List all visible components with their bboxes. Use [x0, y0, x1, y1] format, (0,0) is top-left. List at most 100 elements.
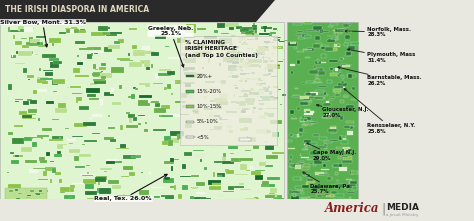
Bar [277, 47, 278, 48]
Bar [202, 67, 204, 69]
Bar [35, 53, 38, 55]
Bar [300, 178, 301, 180]
Bar [250, 88, 254, 91]
Bar [167, 71, 175, 75]
Bar [219, 202, 228, 208]
Bar [13, 35, 15, 38]
Bar [270, 120, 282, 124]
Bar [193, 211, 202, 214]
Bar [117, 195, 131, 198]
Bar [304, 131, 306, 132]
Bar [214, 126, 222, 129]
Bar [49, 38, 61, 43]
Text: Delaware, Pa.
25.7%: Delaware, Pa. 25.7% [303, 172, 352, 194]
Bar [301, 117, 310, 120]
Text: a Jesuit Ministry: a Jesuit Ministry [386, 213, 419, 217]
Bar [255, 170, 264, 171]
Bar [86, 165, 91, 166]
Bar [171, 166, 173, 171]
Bar [79, 106, 89, 110]
Bar [292, 118, 297, 119]
Bar [20, 147, 32, 152]
Bar [213, 120, 215, 121]
Bar [320, 160, 328, 161]
Bar [307, 181, 315, 183]
Bar [270, 96, 274, 98]
Bar [245, 30, 257, 35]
Bar [239, 158, 253, 161]
Bar [153, 129, 166, 131]
Bar [249, 31, 253, 33]
Bar [326, 101, 329, 103]
Bar [223, 45, 228, 46]
Bar [264, 88, 269, 90]
Bar [191, 187, 198, 188]
Text: Plymouth, Mass
31.4%: Plymouth, Mass 31.4% [347, 49, 416, 63]
Bar [223, 57, 236, 62]
Bar [139, 190, 149, 194]
Bar [273, 28, 277, 30]
Bar [346, 186, 348, 188]
Bar [337, 199, 341, 202]
Bar [106, 32, 117, 36]
Bar [216, 101, 219, 106]
Bar [75, 99, 78, 103]
Bar [12, 197, 19, 202]
Bar [336, 164, 342, 167]
Bar [308, 97, 317, 98]
Bar [238, 27, 239, 29]
Bar [87, 172, 89, 174]
Bar [156, 180, 160, 185]
Bar [206, 200, 219, 205]
Bar [256, 68, 258, 69]
Bar [239, 41, 241, 43]
Bar [264, 29, 266, 32]
Bar [197, 28, 206, 30]
Bar [307, 48, 314, 51]
Bar [190, 196, 194, 201]
Bar [214, 89, 218, 90]
Bar [238, 183, 244, 185]
Bar [98, 27, 108, 31]
Bar [236, 26, 242, 29]
Bar [280, 104, 282, 105]
Bar [307, 159, 313, 160]
Bar [221, 80, 226, 84]
Bar [145, 83, 150, 87]
Bar [259, 103, 264, 105]
Bar [295, 166, 301, 169]
Bar [5, 188, 47, 214]
Bar [253, 160, 265, 162]
Bar [39, 157, 46, 161]
Bar [30, 100, 37, 104]
Bar [106, 159, 118, 161]
Bar [265, 210, 279, 213]
Bar [254, 198, 258, 203]
Bar [241, 70, 243, 71]
Bar [101, 27, 110, 29]
Bar [181, 176, 191, 177]
Bar [328, 207, 331, 210]
Bar [329, 68, 333, 70]
Bar [318, 86, 327, 87]
Bar [186, 24, 195, 28]
Bar [327, 40, 335, 42]
Bar [141, 52, 151, 53]
Bar [33, 40, 40, 45]
Bar [175, 80, 182, 84]
Bar [140, 60, 150, 64]
Bar [75, 75, 89, 77]
Bar [316, 27, 319, 31]
Bar [52, 201, 76, 214]
Bar [263, 87, 267, 88]
Bar [174, 185, 176, 190]
Bar [245, 150, 251, 151]
Bar [273, 198, 284, 204]
Bar [129, 28, 137, 30]
Bar [315, 36, 319, 40]
Bar [183, 82, 195, 84]
Bar [69, 149, 80, 153]
Bar [251, 98, 252, 100]
Bar [329, 60, 337, 62]
Bar [77, 55, 79, 57]
